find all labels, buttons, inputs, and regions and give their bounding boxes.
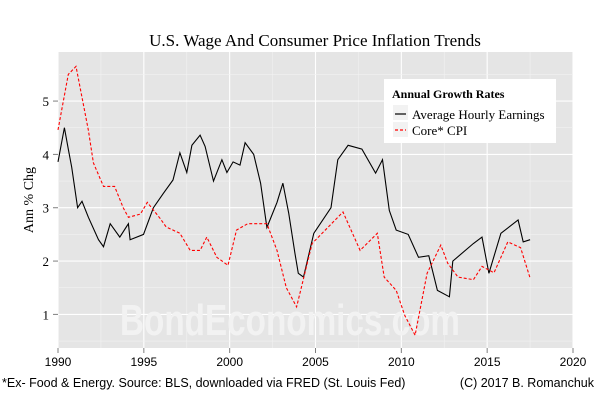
footer-copyright: (C) 2017 B. Romanchuk	[459, 376, 594, 390]
series-lines	[57, 65, 531, 337]
footer-source-note: *Ex- Food & Energy. Source: BLS, downloa…	[2, 376, 406, 390]
x-tick-label: 2000	[216, 355, 243, 369]
x-tick-label: 2015	[474, 355, 501, 369]
x-tick-label: 1990	[45, 355, 72, 369]
y-tick-label: 5	[43, 94, 50, 109]
y-tick-label: 3	[43, 201, 50, 216]
series-line-core-cpi	[57, 65, 531, 337]
legend-title: Annual Growth Rates	[392, 87, 505, 101]
series-line-average-hourly-earnings	[57, 127, 531, 298]
legend-box	[384, 79, 556, 143]
chart-title: U.S. Wage And Consumer Price Inflation T…	[149, 31, 481, 50]
y-tick-label: 4	[43, 147, 50, 162]
y-axis-label: Ann % Chg	[22, 167, 37, 233]
legend-label-core-cpi: Core* CPI	[412, 123, 467, 138]
x-tick-label: 2010	[388, 355, 415, 369]
y-tick-label: 1	[43, 307, 50, 322]
legend: Annual Growth Rates Average Hourly Earni…	[384, 79, 556, 143]
x-tick-label: 2020	[560, 355, 587, 369]
watermark: BondEconomics.com	[120, 296, 460, 345]
x-tick-label: 2005	[302, 355, 329, 369]
x-tick-label: 1995	[130, 355, 157, 369]
axes: 1990 1995 2000 2005 2010 2015 2020 1 2 3 4 5	[43, 94, 587, 369]
y-tick-label: 2	[43, 254, 50, 269]
legend-key-bg	[393, 105, 408, 120]
legend-label-average-hourly-earnings: Average Hourly Earnings	[412, 107, 545, 122]
